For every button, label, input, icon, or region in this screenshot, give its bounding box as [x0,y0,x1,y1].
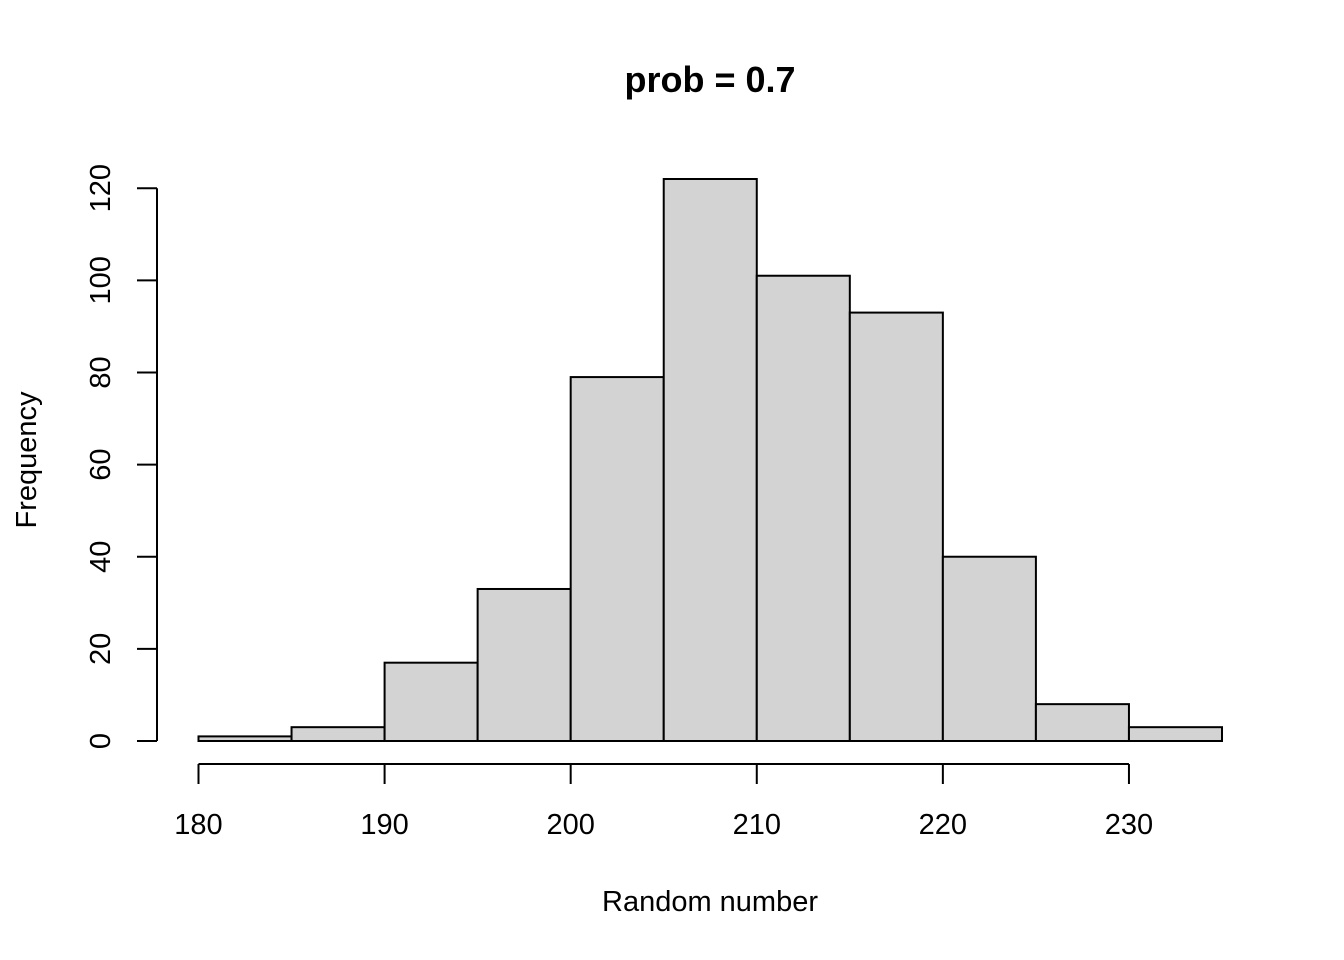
bars-group [197,178,1224,743]
x-tick-label: 210 [733,809,781,841]
y-axis: 0 20 40 60 80 100 120 [85,164,158,749]
x-axis: 180 190 200 210 220 230 [174,763,1153,841]
histogram-bar [383,661,479,743]
x-tick-label: 180 [174,809,222,841]
histogram-bar [848,311,944,742]
x-tick-label: 230 [1105,809,1153,841]
histogram-bar [290,726,386,742]
x-tick-label: 200 [546,809,594,841]
y-tick-label: 40 [85,541,117,573]
y-tick-label: 120 [85,164,117,212]
histogram-bar [1127,726,1224,742]
histogram-bar [662,178,758,742]
histogram-bar [1034,703,1130,742]
chart-title: prob = 0.7 [624,59,795,100]
histogram-bar [197,735,293,742]
x-axis-label: Random number [602,886,818,918]
y-tick-label: 0 [85,733,117,749]
histogram-bar [941,555,1037,743]
x-tick-label: 190 [360,809,408,841]
histogram-bar [569,376,665,742]
y-tick-label: 60 [85,448,117,480]
y-tick-label: 80 [85,356,117,388]
y-tick-label: 100 [85,256,117,304]
y-tick-label: 20 [85,633,117,665]
histogram-bar [476,587,572,742]
y-axis-label: Frequency [11,391,43,529]
histogram-bar [755,274,851,742]
x-tick-label: 220 [919,809,967,841]
